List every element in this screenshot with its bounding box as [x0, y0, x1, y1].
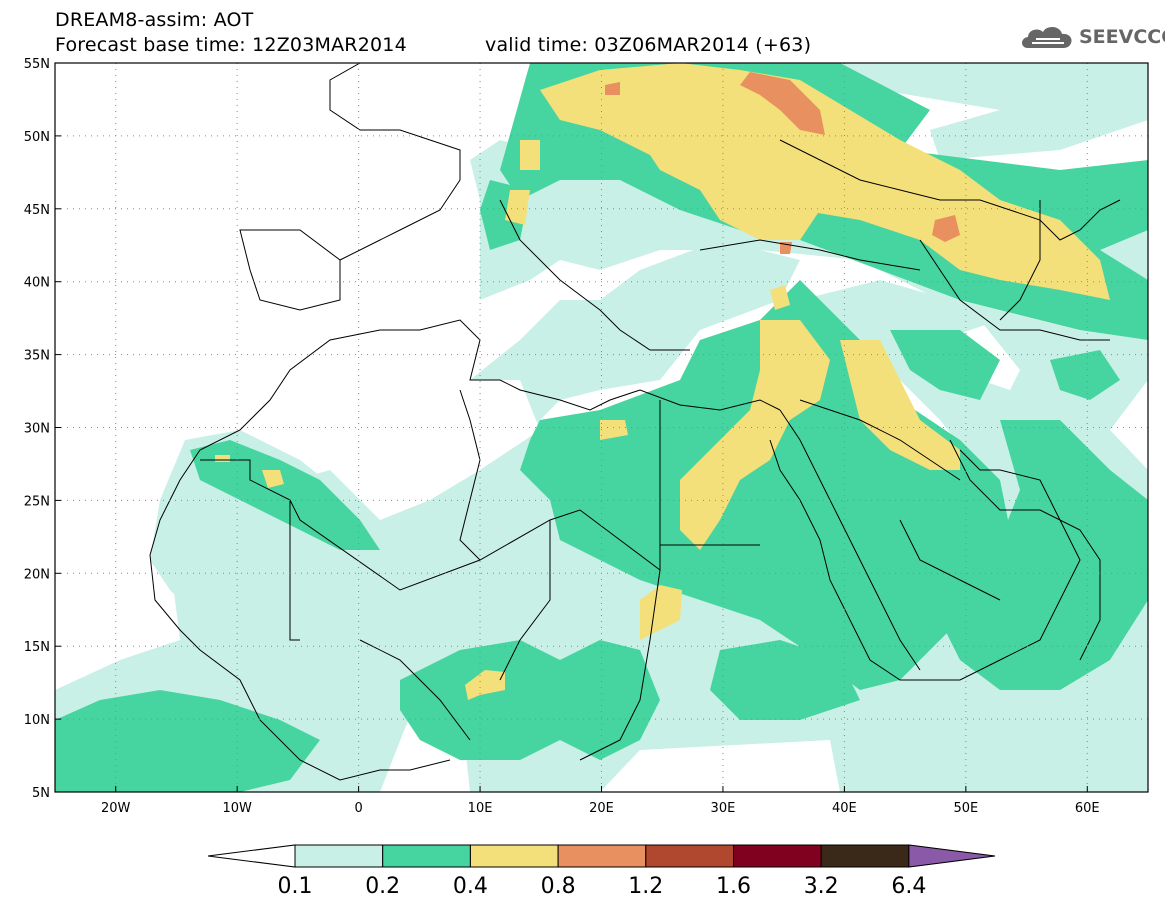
colorbar-swatch: [557, 844, 647, 868]
logo-text: SEEVCCC: [1079, 26, 1165, 48]
lat-tick-label: 20N: [24, 567, 50, 582]
lon-tick-label: 10E: [468, 801, 493, 816]
seevccc-logo: SEEVCCC: [1018, 22, 1165, 52]
lat-tick-label: 35N: [24, 349, 50, 364]
lat-tick-label: 25N: [24, 494, 50, 509]
aot-level-3-fill: [215, 63, 1110, 700]
graticule: [55, 63, 1148, 792]
colorbar-swatch: [645, 844, 734, 868]
valid-time-label: valid time: 03Z06MAR2014 (+63): [485, 34, 812, 56]
lat-tick-label: 30N: [24, 422, 50, 437]
lon-axis: 20W 10W 0 10E 20E 30E 40E 50E 60E: [101, 786, 1100, 816]
lon-tick-label: 20W: [101, 801, 131, 816]
lat-tick-label: 5N: [32, 786, 50, 801]
colorbar-label: 1.2: [628, 874, 663, 899]
lon-tick-label: 50E: [953, 801, 978, 816]
map-title: DREAM8-assim: AOT: [55, 9, 254, 31]
lat-tick-label: 40N: [24, 276, 50, 291]
colorbar-label: 3.2: [804, 874, 839, 899]
lat-tick-label: 50N: [24, 130, 50, 145]
lat-tick-label: 15N: [24, 640, 50, 655]
colorbar-swatch: [469, 844, 559, 868]
lat-tick-label: 45N: [24, 203, 50, 218]
colorbar-label: 0.1: [278, 874, 313, 899]
base-time-label: Forecast base time: 12Z03MAR2014: [55, 34, 407, 56]
lat-tick-label: 55N: [24, 57, 50, 72]
lon-tick-label: 40E: [832, 801, 857, 816]
country-borders: [200, 200, 1041, 761]
colorbar-label: 1.6: [716, 874, 751, 899]
aot-level-4-fill: [605, 72, 960, 254]
colorbar-label: 0.4: [453, 874, 488, 899]
colorbar-swatch: [294, 844, 384, 868]
lat-axis: 55N 50N 45N 40N 35N 30N 25N 20N 15N 10N 5N: [24, 57, 61, 801]
colorbar: 0.1 0.2 0.4 0.8 1.2 1.6 3.2 6.4: [207, 844, 996, 899]
cloud-icon: [1022, 26, 1072, 48]
lon-tick-label: 10W: [222, 801, 252, 816]
colorbar-low-arrow: [207, 844, 296, 868]
lon-tick-label: 20E: [589, 801, 614, 816]
colorbar-label: 0.2: [365, 874, 400, 899]
lon-tick-label: 0: [354, 801, 362, 816]
colorbar-high-arrow: [908, 844, 996, 868]
lat-tick-label: 10N: [24, 713, 50, 728]
colorbar-label: 0.8: [541, 874, 576, 899]
lon-tick-label: 60E: [1075, 801, 1100, 816]
colorbar-swatch: [733, 844, 822, 868]
lon-tick-label: 30E: [711, 801, 736, 816]
colorbar-swatch: [820, 844, 910, 868]
colorbar-label: 6.4: [891, 874, 926, 899]
colorbar-swatch: [382, 844, 471, 868]
